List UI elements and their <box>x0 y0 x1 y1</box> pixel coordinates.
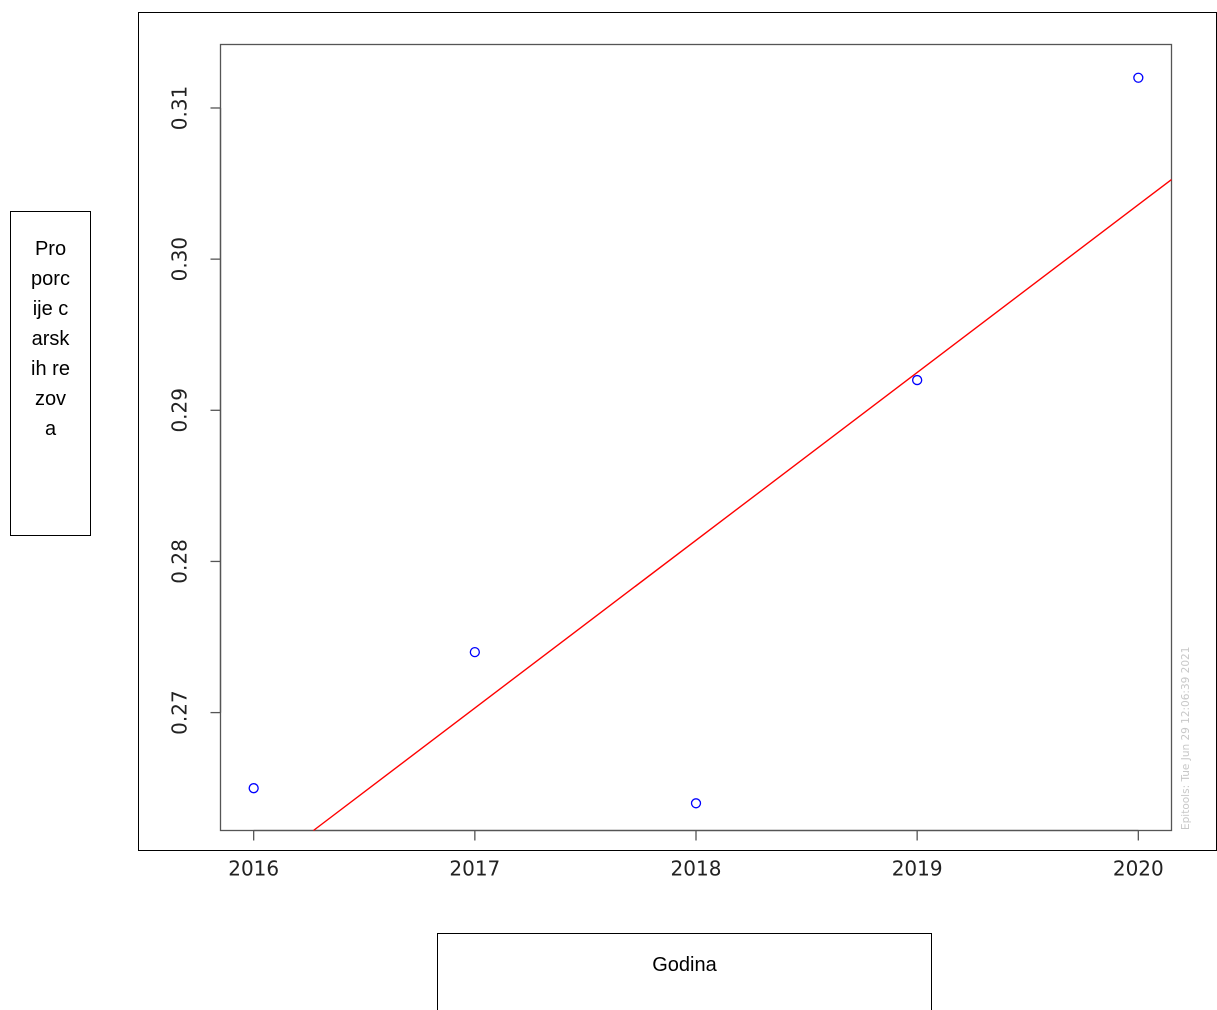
x-tick-label: 2020 <box>1113 857 1164 881</box>
outer-frame <box>138 12 1217 851</box>
data-point <box>690 798 702 809</box>
y-tick-label: 0.30 <box>168 237 192 282</box>
data-point <box>1133 72 1144 83</box>
plot-area-border <box>219 43 1173 832</box>
x-axis-label-box: Godina <box>437 933 932 1010</box>
trendline <box>313 178 1172 832</box>
x-tick-label: 2016 <box>228 857 279 881</box>
x-tick-label: 2018 <box>671 857 722 881</box>
y-axis-label: Proporcije carskih rezova <box>31 238 70 440</box>
x-axis: 2016 2017 2018 2019 2020 <box>228 829 1164 881</box>
y-tick-label: 0.31 <box>168 86 192 131</box>
data-point <box>469 646 480 658</box>
y-axis: 0.27 0.28 0.29 0.30 0.31 <box>168 86 222 735</box>
watermark: Epitools: Tue Jun 29 12:06:39 2021 <box>1180 647 1192 830</box>
y-tick-label: 0.29 <box>168 388 192 433</box>
x-tick-label: 2019 <box>892 857 943 881</box>
data-point <box>912 374 923 386</box>
y-tick-label: 0.28 <box>168 539 192 584</box>
y-axis-label-box: Proporcije carskih rezova <box>10 211 91 536</box>
trendline-layer <box>313 178 1172 832</box>
y-tick-label: 0.27 <box>168 690 192 735</box>
data-points <box>248 72 1144 809</box>
data-point <box>248 783 259 794</box>
x-axis-label: Godina <box>652 954 717 976</box>
x-tick-label: 2017 <box>449 857 500 881</box>
